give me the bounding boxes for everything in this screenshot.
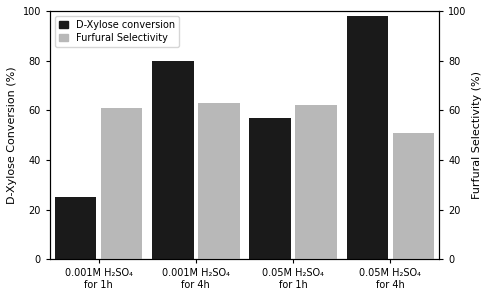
Bar [55,197,96,259]
Bar [295,105,336,259]
Legend: D-Xylose conversion, Furfural Selectivity: D-Xylose conversion, Furfural Selectivit… [55,16,179,47]
Bar [249,118,290,259]
Bar [346,16,387,259]
Bar [392,133,433,259]
Y-axis label: Furfural Selectivity (%): Furfural Selectivity (%) [471,71,481,199]
Y-axis label: D-Xylose Conversion (%): D-Xylose Conversion (%) [7,66,17,204]
Bar [198,103,239,259]
Bar [152,61,193,259]
Bar [101,108,142,259]
